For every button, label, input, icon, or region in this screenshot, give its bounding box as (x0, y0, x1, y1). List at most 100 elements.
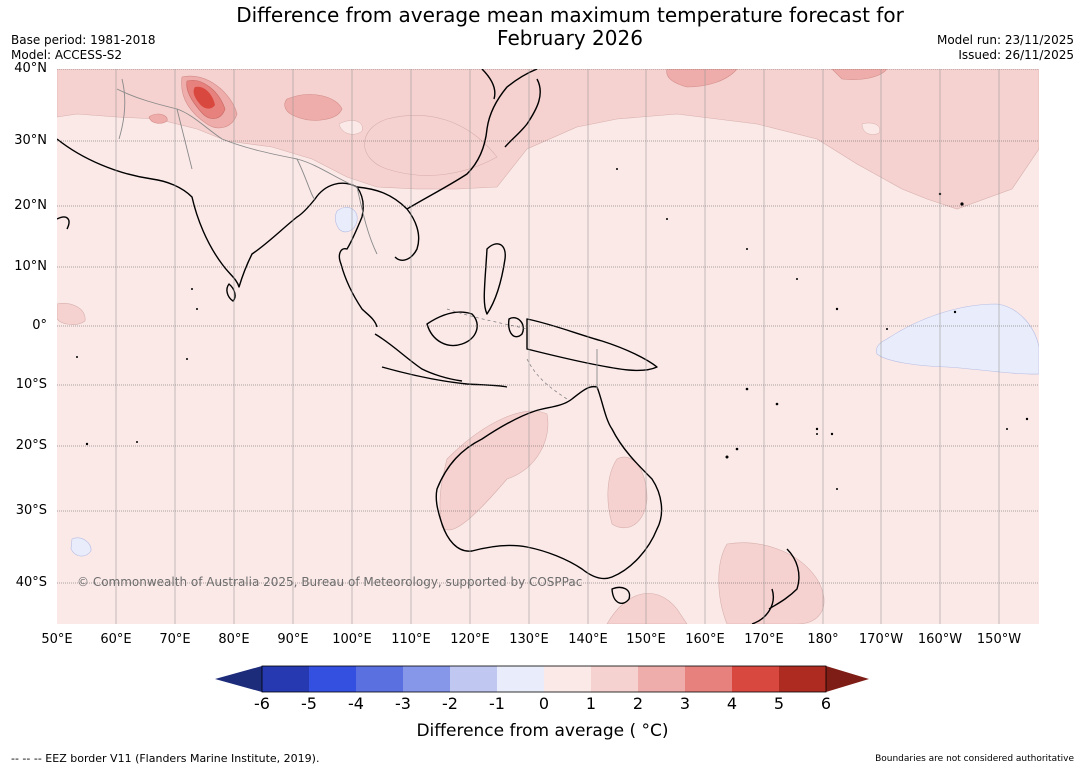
eez-border-note: -- -- -- EEZ border V11 (Flanders Marine… (11, 752, 320, 765)
colorbar-tick: -3 (395, 694, 411, 713)
colorbar-arrow-high (826, 666, 869, 692)
lon-label-160e: 160°E (685, 632, 725, 647)
lon-label-180: 180° (807, 632, 839, 647)
philippines (483, 243, 506, 315)
lat-label-40n: 40°N (14, 61, 47, 76)
lon-label-120e: 120°E (450, 632, 490, 647)
colorbar-bin-4-5 (732, 666, 779, 692)
central-pacific-cool-region (876, 303, 1039, 375)
colorbar-tick: -5 (301, 694, 317, 713)
island-19 (76, 356, 78, 358)
eez-borders (446, 308, 568, 400)
tasman-warm-region (718, 542, 825, 624)
island-2 (835, 307, 839, 311)
colorbar-frame (261, 665, 827, 693)
border-iran (118, 78, 126, 140)
border-himalaya (116, 88, 358, 188)
new-zealand-north (768, 548, 800, 610)
western-australia-warm-region (439, 410, 549, 531)
colorbar-tick: -1 (489, 694, 505, 713)
lon-label-130e: 130°E (509, 632, 549, 647)
bohai-coast (481, 69, 496, 100)
colorbar-arrow-low (215, 666, 262, 692)
lon-label-100e: 100°E (332, 632, 372, 647)
island-6 (815, 427, 819, 431)
lat-label-40s: 40°S (15, 575, 47, 590)
new-zealand-south (751, 588, 774, 624)
north-pacific-warm-region (831, 69, 888, 80)
title-line-2: February 2026 (497, 26, 643, 50)
colorbar-bin-minus2-minus1 (450, 666, 497, 692)
lat-label-30s: 30°S (15, 503, 47, 518)
indochina-cool-region (334, 207, 358, 233)
island-3 (886, 328, 888, 330)
lon-label-160w: 160°W (917, 632, 963, 647)
tibet-warm-region (284, 94, 343, 121)
border-bangladesh (296, 158, 316, 200)
colorbar-tick: 0 (538, 694, 550, 713)
island-16 (191, 288, 193, 290)
colorbar-tick: 4 (726, 694, 738, 713)
colorbar-bin-minus6-minus5 (262, 666, 309, 692)
colorbar-bin-5-6 (779, 666, 826, 692)
iran-warm-region (148, 113, 168, 124)
lon-label-170e: 170°E (744, 632, 784, 647)
sulawesi (507, 317, 524, 338)
colorbar-bin-0-1 (544, 666, 591, 692)
meta-left: Base period: 1981-2018 Model: ACCESS-S2 (11, 33, 156, 63)
lat-label-0: 0° (32, 318, 47, 333)
colorbar-tick: 5 (773, 694, 785, 713)
lon-label-70e: 70°E (159, 632, 191, 647)
patch-1 (338, 120, 363, 135)
island-7 (830, 432, 834, 436)
tasmania (611, 586, 631, 604)
lon-label-150w: 150°W (976, 632, 1022, 647)
west-indian-warm-region (57, 303, 86, 325)
island-8 (1025, 417, 1029, 421)
island-24 (816, 433, 818, 435)
model-name: Model: ACCESS-S2 (11, 48, 123, 62)
colorbar-bin-minus5-minus4 (309, 666, 356, 692)
colorbar-tick: -6 (254, 694, 270, 713)
colorbar-tick: 2 (632, 694, 644, 713)
base-period: Base period: 1981-2018 (11, 33, 156, 47)
lon-label-60e: 60°E (100, 632, 132, 647)
colorbar-tick: -2 (442, 694, 458, 713)
new-guinea (526, 318, 658, 372)
lat-label-30n: 30°N (14, 133, 47, 148)
colorbar-bin-1-2 (591, 666, 638, 692)
boundaries-disclaimer: Boundaries are not considered authoritat… (875, 754, 1074, 764)
lat-label-10s: 10°S (15, 377, 47, 392)
title-line-1: Difference from average mean maximum tem… (236, 3, 904, 27)
colorbar-tick: 1 (585, 694, 597, 713)
island-12 (746, 248, 748, 250)
island-21 (136, 441, 138, 443)
lon-label-150e: 150°E (626, 632, 666, 647)
eez-border-2 (526, 358, 568, 400)
island-17 (196, 308, 198, 310)
island-11 (666, 218, 668, 220)
near-zero-patches (338, 120, 881, 135)
border-thailand (356, 186, 378, 255)
colorbar-tick: 6 (820, 694, 832, 713)
sri-lanka (226, 283, 236, 302)
pacific-islands (76, 168, 1029, 490)
island-1 (953, 310, 957, 314)
lon-label-140e: 140°E (568, 632, 608, 647)
issued-date: Issued: 26/11/2025 (958, 48, 1074, 62)
south-asia-coast (57, 138, 378, 328)
island-22 (725, 455, 729, 459)
anomaly-4-5-region (193, 86, 215, 109)
china-warm-region (364, 115, 498, 176)
meta-right: Model run: 23/11/2025 Issued: 26/11/2025 (937, 33, 1074, 63)
colorbar-tick: -4 (348, 694, 364, 713)
lon-label-90e: 90°E (277, 632, 309, 647)
chart-title: Difference from average mean maximum tem… (170, 4, 970, 50)
australia-mainland (435, 385, 663, 580)
lat-label-10n: 10°N (14, 259, 47, 274)
island-5 (775, 402, 779, 406)
south-indian-cool-region (70, 537, 92, 557)
graticule (57, 69, 1039, 624)
sumatra-coast (374, 333, 463, 382)
colorbar-bin-minus3-minus2 (403, 666, 450, 692)
